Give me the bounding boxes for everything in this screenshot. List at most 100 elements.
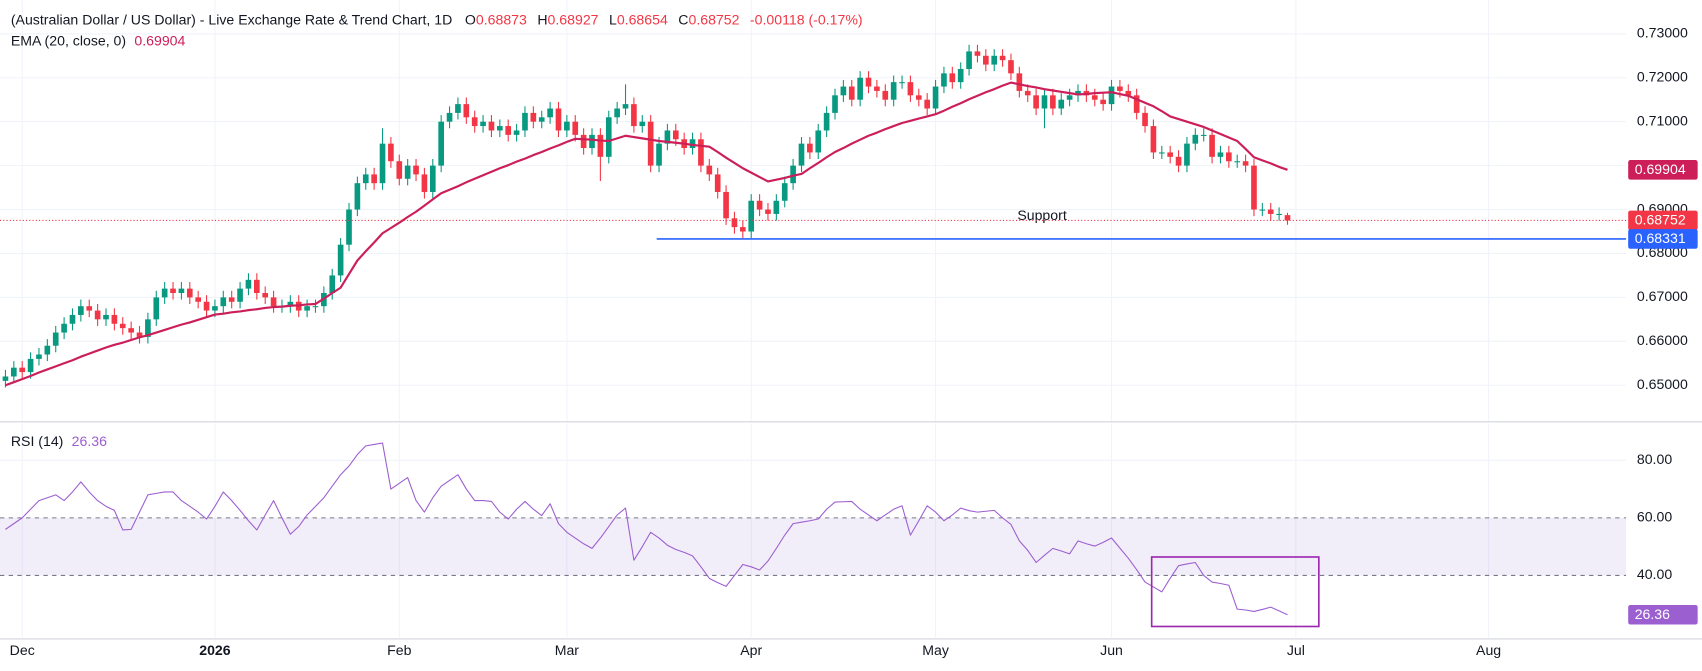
candle-body [1192,134,1199,144]
candle-body [840,86,847,96]
candle-body [555,108,562,131]
candle-body [832,95,838,113]
candle-body [698,139,704,166]
candle-body [153,297,160,320]
support-tag-text: 0.68331 [1635,230,1686,246]
candle-body [765,209,771,214]
candle-body [2,376,9,381]
candle-body [270,297,277,307]
close-tag-box [1628,210,1698,231]
x-tick-label: 2026 [199,642,231,658]
ohlc-key: L [609,11,617,27]
candle-body [1008,60,1014,74]
support-tag-box [1628,229,1698,249]
ohlc-value: 0.68927 [548,11,599,27]
candle-body [388,143,394,162]
candle-body [362,174,369,184]
candle-body [480,121,486,127]
change: -0.00118 (-0.17%) [750,11,863,27]
rsi-band [0,517,1627,576]
rsi-tag-text: 26.36 [1635,606,1670,622]
candle-body [907,82,914,96]
candle-body [1234,161,1241,163]
candle-body [1133,95,1140,113]
candle-body [999,55,1006,61]
x-tick-label: Mar [555,642,580,658]
support-label: Support [1017,207,1066,223]
candle-body [44,345,51,355]
candle-body [756,200,763,210]
candle-body [983,55,989,65]
ohlc-key: C [678,11,688,27]
candle-body [1108,86,1115,105]
candle-body [1058,99,1065,109]
candle-body [857,77,863,100]
y-tick-label: 0.67000 [1637,288,1688,304]
rsi-value: 26.36 [72,433,107,449]
y-tick-label: 0.73000 [1637,25,1688,41]
candle-body [195,297,201,302]
candle-body [111,314,118,324]
candle-body [11,367,17,377]
candle-body [631,104,637,127]
candle-body [781,183,788,201]
y-tick-label: 0.71000 [1637,112,1688,128]
candle-body [237,288,243,302]
candle-body [471,117,478,127]
candle-body [706,165,713,175]
x-tick-label: May [922,642,950,658]
candle-body [497,126,503,131]
candle-body [1117,86,1123,91]
candle-body [505,126,512,135]
candle-body [304,306,310,311]
candle-body [170,288,176,294]
candle-body [312,306,319,308]
ema-label: EMA (20, close, 0) [11,32,126,48]
candle-body [639,121,646,127]
candle-body [1125,90,1132,96]
candle-body [27,358,34,373]
candle-body [1209,134,1215,157]
candle-body [178,288,185,294]
y-tick-label: 0.65000 [1637,376,1688,392]
candle-body [438,121,444,166]
candle-body [740,227,746,232]
candle-body [245,279,252,289]
candle-body [354,183,361,210]
y-tick-label: 0.66000 [1637,332,1688,348]
candle-body [966,51,972,69]
ohlc-key: O [465,11,476,27]
candle-body [890,82,897,100]
rsi-legend: RSI (14) 26.36 [11,433,107,449]
candle-body [773,200,780,214]
candle-body [413,165,419,175]
ohlc-value: 0.68654 [617,11,668,27]
candle-body [1259,209,1266,211]
candle-body [714,174,721,192]
candle-body [488,121,495,131]
candle-body [899,82,905,84]
candle-body [790,165,796,184]
candle-body [538,117,545,122]
candle-body [94,310,101,320]
candle-body [1066,95,1073,100]
candle-body [580,134,587,149]
candle-body [421,174,428,192]
candle-body [513,130,520,135]
candle-body [949,73,956,83]
candle-body [991,55,998,65]
candle-body [203,301,210,311]
annotation-box [1150,556,1320,628]
x-tick-label: Jul [1287,642,1305,658]
candle-body [19,367,26,373]
candle-body [119,323,126,329]
ema-legend: EMA (20, close, 0) 0.69904 [11,32,186,48]
candle-body [530,112,537,122]
candle-body [287,301,294,307]
ema-value: 0.69904 [134,32,185,48]
candle-body [396,161,403,179]
candle-body [656,143,662,166]
candle-body [597,134,604,157]
candle-body [379,143,386,184]
